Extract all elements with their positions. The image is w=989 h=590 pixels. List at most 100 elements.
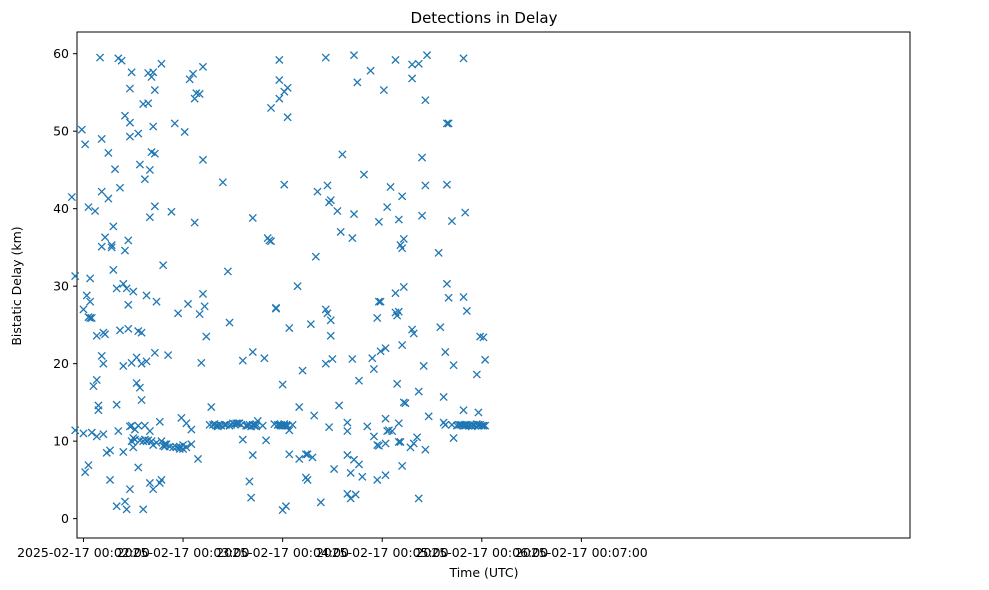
data-point-298: [383, 203, 392, 212]
data-point-153: [195, 89, 204, 99]
data-point-169: [218, 178, 227, 187]
data-point-336: [421, 445, 430, 454]
data-point-16: [87, 428, 96, 437]
data-point-134: [174, 309, 183, 318]
data-point-229: [285, 323, 294, 333]
data-point-123: [159, 261, 168, 270]
data-point-84: [135, 160, 144, 169]
data-point-74: [129, 443, 138, 452]
data-point-24: [96, 53, 105, 62]
data-point-241: [308, 453, 317, 462]
data-point-245: [316, 498, 325, 507]
data-point-47: [114, 427, 123, 436]
data-point-326: [409, 439, 418, 448]
data-point-208: [271, 304, 281, 313]
data-point-360: [459, 54, 468, 63]
data-point-353: [449, 433, 458, 443]
data-point-273: [351, 490, 360, 499]
data-point-77: [132, 378, 141, 388]
data-point-252: [325, 423, 334, 432]
data-point-348: [444, 119, 453, 128]
data-point-73: [129, 287, 138, 296]
data-point-146: [187, 425, 196, 434]
data-point-65: [125, 132, 135, 141]
data-point-212: [275, 75, 284, 85]
data-point-159: [202, 332, 211, 341]
data-point-29: [99, 430, 108, 439]
data-point-145: [187, 440, 196, 449]
data-point-333: [419, 361, 428, 371]
data-point-253: [326, 196, 335, 205]
data-point-80: [134, 463, 143, 472]
data-point-318: [399, 282, 408, 291]
data-point-4: [79, 429, 88, 438]
data-point-258: [333, 206, 342, 216]
data-point-312: [396, 437, 405, 446]
data-point-55: [120, 246, 130, 255]
data-point-339: [434, 248, 443, 257]
x-tick-label-4: 2025-02-17 00:06:00: [415, 545, 548, 560]
data-point-172: [223, 267, 232, 276]
data-point-39: [107, 243, 116, 252]
data-point-236: [301, 450, 310, 459]
data-point-0: [67, 192, 76, 202]
data-point-144: [185, 75, 194, 84]
data-point-363: [461, 208, 470, 217]
data-point-264: [343, 451, 352, 460]
data-point-8: [82, 291, 91, 300]
data-point-300: [386, 182, 395, 192]
data-point-120: [157, 475, 166, 484]
data-marks: [67, 51, 490, 515]
data-point-314: [398, 340, 407, 350]
data-point-280: [366, 66, 375, 75]
data-point-246: [321, 53, 330, 62]
data-point-37: [105, 446, 115, 455]
data-point-28: [97, 351, 106, 360]
data-point-256: [328, 354, 337, 364]
data-point-279: [363, 422, 372, 431]
y-axis: 0 10 20 30 40 50 60: [53, 46, 77, 526]
data-point-66: [125, 118, 135, 127]
data-point-332: [417, 211, 427, 220]
data-point-18: [91, 206, 100, 216]
data-point-200: [260, 354, 269, 363]
data-point-308: [394, 307, 403, 316]
data-point-90: [139, 505, 148, 514]
data-point-45: [112, 284, 121, 293]
data-point-257: [330, 464, 339, 474]
data-point-230: [285, 450, 294, 459]
data-point-32: [100, 233, 110, 242]
data-point-19: [92, 432, 101, 441]
data-point-13: [86, 297, 95, 306]
data-point-231: [288, 420, 297, 429]
data-point-239: [303, 450, 312, 459]
data-point-227: [283, 113, 292, 122]
data-point-293: [381, 414, 390, 423]
data-point-266: [346, 468, 355, 477]
data-point-289: [374, 441, 383, 450]
data-point-331: [417, 153, 427, 162]
data-point-152: [195, 309, 204, 319]
data-point-62: [124, 324, 133, 333]
data-point-290: [376, 297, 385, 306]
data-point-380: [477, 421, 486, 430]
data-point-52: [119, 279, 128, 288]
data-point-115: [150, 348, 159, 357]
data-point-132: [170, 119, 179, 128]
data-point-157: [198, 62, 208, 71]
data-point-316: [398, 192, 407, 201]
data-point-128: [164, 351, 173, 360]
data-point-238: [303, 475, 312, 484]
data-point-315: [398, 461, 407, 470]
data-point-343: [441, 347, 450, 357]
data-point-324: [408, 60, 417, 69]
data-point-41: [109, 265, 118, 274]
data-point-156: [198, 155, 208, 164]
data-point-295: [381, 471, 390, 480]
data-point-23: [94, 406, 103, 415]
x-tick-label-1: 2025-02-17 00:03:00: [117, 545, 250, 560]
data-point-341: [439, 392, 448, 402]
data-point-131: [169, 443, 178, 452]
data-point-218: [278, 380, 287, 389]
data-point-291: [376, 347, 385, 356]
